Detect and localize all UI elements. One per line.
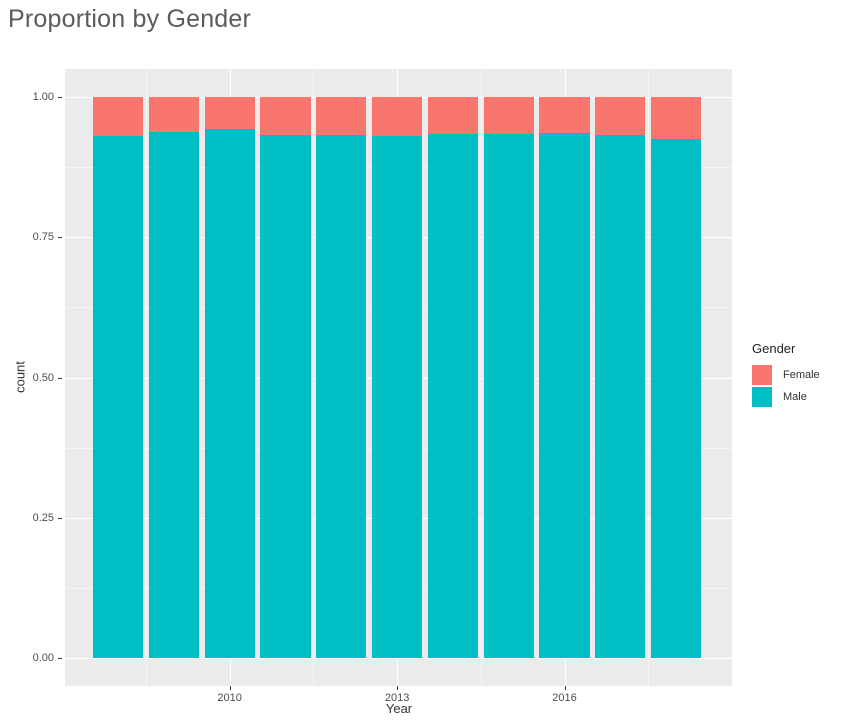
x-tick-mark: [564, 686, 566, 690]
legend-swatch-male-icon: [752, 387, 772, 407]
legend-item-female: Female: [752, 365, 820, 385]
bar-2012-female: [316, 97, 367, 135]
bar-2016-female: [539, 97, 590, 133]
legend: Gender Female Male: [752, 341, 820, 409]
bar-2010-male: [204, 129, 255, 658]
bar-2014-male: [427, 134, 479, 658]
y-tick-mark: [58, 97, 62, 99]
y-tick-label: 0.50: [32, 371, 54, 384]
y-major-gridline: [65, 657, 732, 659]
bar-2013-male: [371, 135, 423, 658]
y-tick-label: 0.00: [32, 651, 54, 664]
bar-2014-female: [427, 97, 479, 135]
y-tick-label: 0.75: [32, 231, 54, 244]
y-tick-mark: [58, 657, 62, 659]
bar-2013-female: [371, 97, 423, 136]
legend-swatch-female-icon: [752, 365, 772, 385]
bar-2008-female: [92, 97, 144, 137]
y-tick-label: 0.25: [32, 511, 54, 524]
y-tick-mark: [58, 237, 62, 239]
x-axis-title: Year: [385, 701, 413, 716]
bar-2010-female: [204, 97, 255, 129]
chart-title: Proportion by Gender: [8, 5, 252, 33]
bar-2009-female: [148, 97, 199, 133]
bar-2008-male: [92, 136, 144, 658]
chart-panel: [65, 69, 732, 686]
bar-2011-female: [260, 97, 311, 135]
y-tick-label: 1.00: [32, 91, 54, 104]
bar-2016-male: [539, 132, 590, 658]
bar-2012-male: [316, 134, 367, 658]
bar-2015-male: [483, 134, 534, 658]
y-tick-mark: [58, 377, 62, 379]
x-tick-label: 2010: [217, 692, 242, 704]
legend-label-male: Male: [783, 391, 807, 403]
bar-2018-female: [651, 97, 702, 139]
bar-2011-male: [260, 134, 311, 658]
bar-2017-male: [595, 135, 646, 658]
bar-2018-male: [651, 138, 702, 658]
x-tick-label: 2013: [384, 692, 410, 704]
legend-label-female: Female: [783, 369, 820, 381]
x-tick-mark: [229, 686, 231, 690]
legend-item-male: Male: [752, 387, 820, 407]
legend-title: Gender: [752, 341, 796, 356]
bar-2009-male: [148, 132, 199, 658]
x-tick-mark: [397, 686, 399, 690]
bar-2015-female: [483, 97, 534, 135]
x-tick-label: 2016: [552, 692, 577, 704]
bar-2017-female: [595, 97, 646, 136]
y-tick-mark: [58, 517, 62, 519]
